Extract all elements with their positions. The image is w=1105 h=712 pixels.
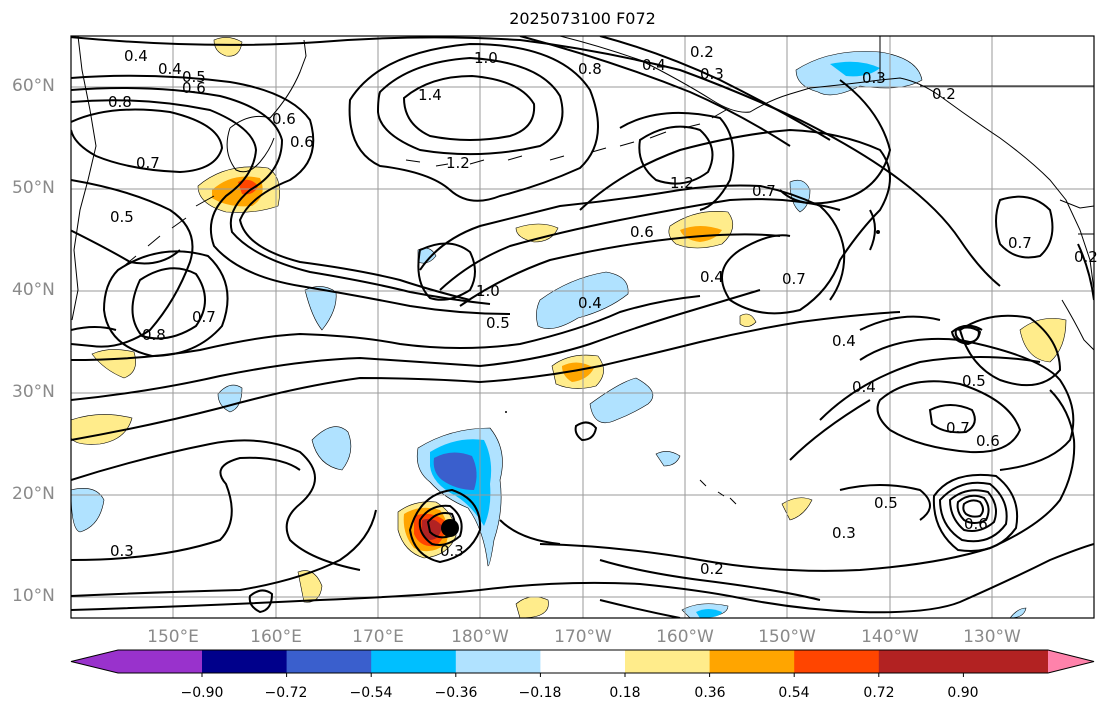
lat-label: 40°N xyxy=(12,280,55,300)
lon-label: 160°W xyxy=(656,627,714,647)
colorbar-segment xyxy=(709,650,795,673)
contour-label: 0.2 xyxy=(1074,248,1098,266)
contour-label: 0.4 xyxy=(832,332,856,350)
lon-label: 170°W xyxy=(554,627,612,647)
colorbar-segment xyxy=(118,650,203,673)
colorbar-tick-label: −0.18 xyxy=(518,685,562,701)
lat-label: 50°N xyxy=(12,178,55,198)
contour-label: 0.7 xyxy=(192,308,216,326)
colorbar-segment xyxy=(455,650,541,673)
contour-label: 0.3 xyxy=(110,542,134,560)
colorbar-segment xyxy=(625,650,711,673)
colorbar-extend-high xyxy=(1048,650,1094,673)
contour-label: 0.8 xyxy=(142,326,166,344)
lat-label: 30°N xyxy=(12,382,55,402)
colorbar-segment xyxy=(202,650,288,673)
colorbar-segment xyxy=(878,650,1048,673)
contour-label: 0.8 xyxy=(578,60,602,78)
contour-label-group: 0.4 0.4 0.5 0.6 0.8 1.0 0.8 0.4 0.2 0.3 … xyxy=(108,43,1098,578)
lon-label: 150°W xyxy=(758,627,816,647)
colorbar-tick-label: 0.72 xyxy=(863,685,895,701)
lat-label: 10°N xyxy=(12,586,55,606)
lon-label: 160°E xyxy=(250,627,302,647)
contour-label: 0.4 xyxy=(124,47,148,65)
colorbar-tick-label: 0.54 xyxy=(778,685,810,701)
contour-label: 0.2 xyxy=(700,560,724,578)
colorbar-extend-low xyxy=(71,650,118,673)
colorbar-tick-label: 0.90 xyxy=(947,685,979,701)
contour-label: 0.2 xyxy=(932,85,956,103)
contour-label: 0.7 xyxy=(136,154,160,172)
contour-label: 0.5 xyxy=(486,314,510,332)
contour-label: 1.0 xyxy=(474,49,498,67)
colorbar-tick-label: −0.54 xyxy=(349,685,393,701)
contour-label: 0.3 xyxy=(440,542,464,560)
lon-label: 150°E xyxy=(147,627,199,647)
contour-label: 1.2 xyxy=(446,154,470,172)
contour-label: 0.5 xyxy=(182,68,206,86)
contour-label: 0.6 xyxy=(630,223,654,241)
contour-label: 0.7 xyxy=(946,419,970,437)
lat-label: 60°N xyxy=(12,76,55,96)
contour-label: 0.2 xyxy=(690,43,714,61)
lon-label: 180°W xyxy=(451,627,509,647)
colorbar-tick-label: −0.36 xyxy=(434,685,478,701)
coastlines xyxy=(71,36,1094,505)
contour-label: 0.6 xyxy=(976,432,1000,450)
colorbar-outline xyxy=(70,649,1095,674)
contour-label: 0.5 xyxy=(110,208,134,226)
colorbar-tick-label: −0.72 xyxy=(264,685,308,701)
cyclone-center-marker xyxy=(441,519,459,537)
contour-label: 1.2 xyxy=(670,174,694,192)
contour-label: 0.5 xyxy=(962,372,986,390)
contour-label: 0.8 xyxy=(108,93,132,111)
plot-frame xyxy=(70,35,1095,619)
contour-label: 0.5 xyxy=(874,494,898,512)
contour-label: 0.7 xyxy=(752,182,776,200)
colorbar-tick-label: 0.18 xyxy=(609,685,641,701)
contour-label: 0.3 xyxy=(862,69,886,87)
colorbar-segment xyxy=(540,650,626,673)
colorbar-segment xyxy=(286,650,372,673)
map-title: 2025073100 F072 xyxy=(509,9,656,28)
contour-label: 0.4 xyxy=(642,56,666,74)
contour-label: 0.7 xyxy=(1008,234,1032,252)
anomaly-shading xyxy=(71,37,1067,618)
contour-label: 0.6 xyxy=(290,133,314,151)
colorbar-tick-label: 0.36 xyxy=(694,685,726,701)
contour-lines xyxy=(71,36,1094,618)
contour-label: 0.4 xyxy=(852,378,876,396)
colorbar xyxy=(70,649,1095,677)
lon-label: 140°W xyxy=(861,627,919,647)
contour-label: 0.4 xyxy=(578,294,602,312)
contour-label: 0.6 xyxy=(964,515,988,533)
colorbar-segment xyxy=(371,650,457,673)
lon-label: 170°E xyxy=(352,627,404,647)
contour-label: 1.4 xyxy=(418,86,442,104)
lon-label: 130°W xyxy=(963,627,1021,647)
contour-label: 0.3 xyxy=(700,65,724,83)
lat-label: 20°N xyxy=(12,484,55,504)
contour-label: 0.7 xyxy=(782,270,806,288)
contour-label: 0.3 xyxy=(832,524,856,542)
colorbar-segment xyxy=(794,650,880,673)
contour-label: 0.4 xyxy=(700,268,724,286)
contour-label: 0.4 xyxy=(158,60,182,78)
contour-label: 0.6 xyxy=(272,110,296,128)
contour-label: 0.6 xyxy=(182,79,206,97)
contour-label: 1.0 xyxy=(476,282,500,300)
colorbar-tick-label: −0.90 xyxy=(180,685,224,701)
